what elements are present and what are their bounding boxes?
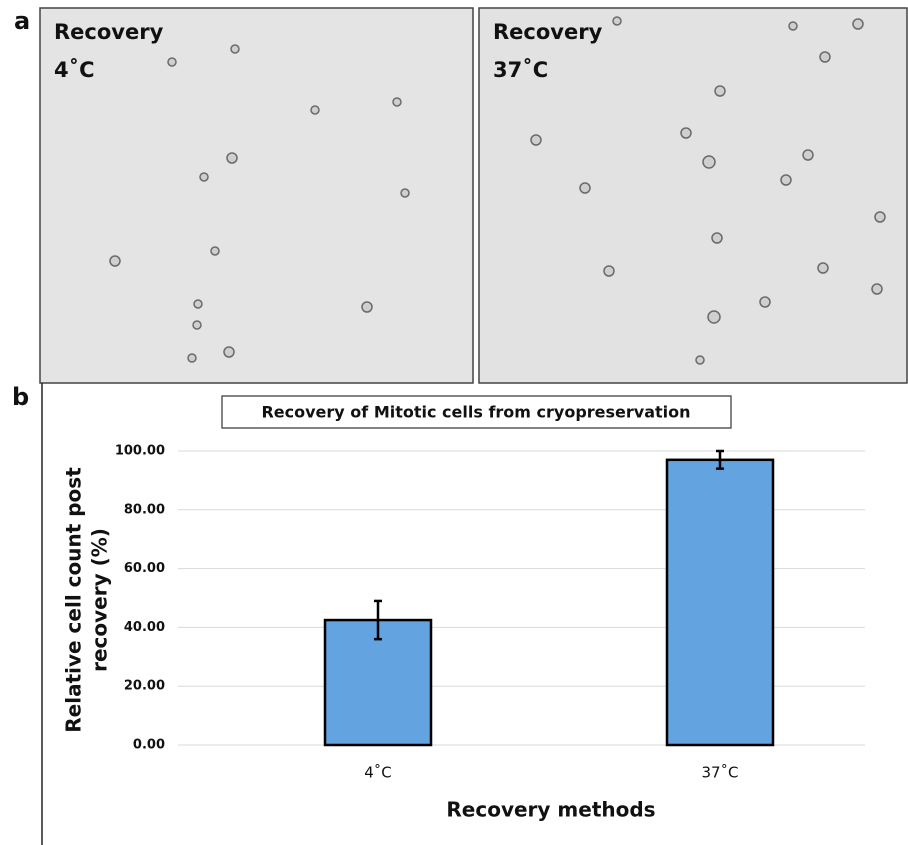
cell (362, 302, 372, 312)
bar (667, 460, 773, 745)
cell (703, 156, 715, 168)
cell (580, 183, 590, 193)
image-label: 37˚C (493, 58, 548, 82)
y-axis-title: Relative cell count post (62, 467, 86, 733)
chart-title: Recovery of Mitotic cells from cryoprese… (261, 403, 690, 422)
cell (200, 173, 208, 181)
cell (110, 256, 120, 266)
cell (820, 52, 830, 62)
cell (393, 98, 401, 106)
cell (168, 58, 176, 66)
cell (781, 175, 791, 185)
cell (531, 135, 541, 145)
image-label: 4˚C (54, 58, 95, 82)
cell (818, 263, 828, 273)
cell (227, 153, 237, 163)
y-tick-label: 60.00 (124, 561, 165, 576)
cell (231, 45, 239, 53)
cell (193, 321, 201, 329)
y-tick-label: 80.00 (124, 502, 165, 517)
figure: a b Recovery (0, 0, 908, 845)
cell (604, 266, 614, 276)
x-axis-title: Recovery methods (446, 798, 655, 822)
cell (708, 311, 720, 323)
cell (224, 347, 234, 357)
cell (696, 356, 704, 364)
cell (401, 189, 409, 197)
y-tick-label: 0.00 (133, 738, 165, 753)
y-axis-title: recovery (%) (88, 528, 112, 672)
cell (613, 17, 621, 25)
cell (875, 212, 885, 222)
y-tick-label: 100.00 (115, 444, 165, 459)
cell (211, 247, 219, 255)
cell (681, 128, 691, 138)
x-tick-label: 37˚C (701, 764, 738, 782)
cell (188, 354, 196, 362)
cell (789, 22, 797, 30)
image-label: Recovery (493, 20, 603, 44)
cell (872, 284, 882, 294)
cell (311, 106, 319, 114)
panel-label: a (14, 7, 30, 35)
cell (760, 297, 770, 307)
cell (715, 86, 725, 96)
image-label: Recovery (54, 20, 164, 44)
cell (803, 150, 813, 160)
x-tick-label: 4˚C (364, 764, 392, 782)
cell (712, 233, 722, 243)
cell (853, 19, 863, 29)
y-tick-label: 20.00 (124, 679, 165, 694)
cell (194, 300, 202, 308)
panel-label: b (12, 383, 29, 411)
y-tick-label: 40.00 (124, 620, 165, 635)
